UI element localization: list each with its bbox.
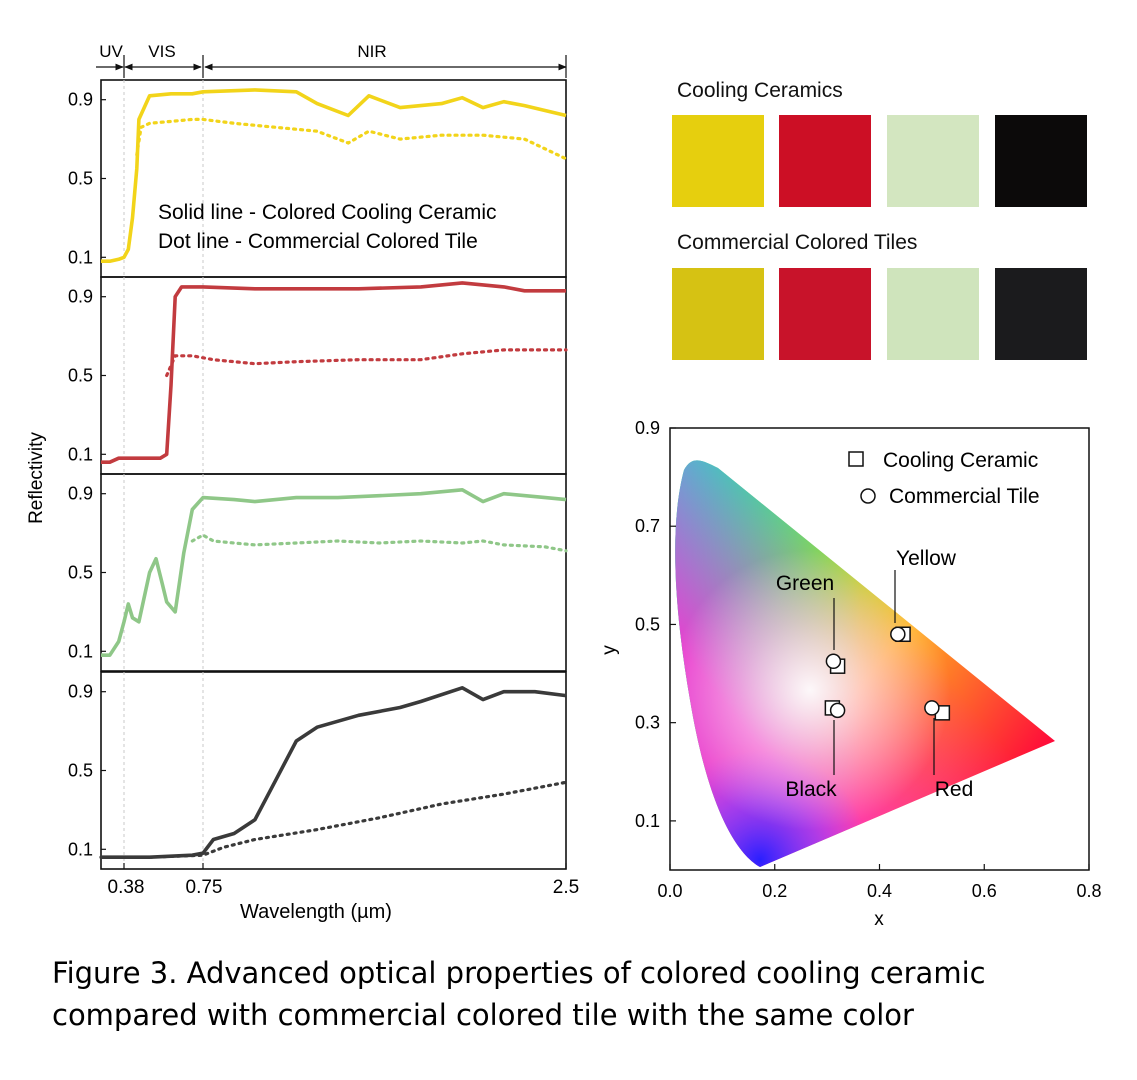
y-tick-label: 0.5	[68, 563, 93, 583]
cie-x-tick-label: 0.0	[657, 881, 682, 901]
reflectance-panel-black: 0.9 0.5 0.1	[68, 671, 568, 870]
x-tick-038: 0.38	[108, 877, 145, 898]
panel-frame	[100, 671, 567, 870]
cie-x-tick-label: 0.8	[1076, 881, 1101, 901]
cie-x-tick-label: 0.4	[867, 881, 892, 901]
solid-series-line	[101, 88, 567, 264]
annotation-black: Black	[785, 778, 837, 801]
cie-annotations: Yellow Green Red Black	[776, 547, 973, 801]
swatch-cooling-black	[995, 115, 1087, 207]
legend-commercial-tile: Commercial Tile	[889, 485, 1040, 508]
swatch-cooling-green	[887, 115, 979, 207]
wavelength-axis-label: Wavelength (µm)	[240, 901, 392, 923]
dotted-series-line	[99, 780, 568, 859]
y-tick-label: 0.1	[68, 839, 93, 859]
y-tick-label: 0.9	[68, 484, 93, 504]
cie-axes: 0.0 0.2 0.4 0.6 0.8 0.1 0.3 0.5 0.7 0.9	[635, 418, 1102, 901]
y-tick-label: 0.5	[68, 169, 93, 189]
cie-gamut	[675, 460, 1055, 867]
commercial-tile-point	[825, 653, 842, 670]
swatch-commercial-black	[995, 268, 1087, 360]
annotation-yellow: Yellow	[896, 547, 957, 570]
y-tick-label: 0.5	[68, 761, 93, 781]
reflectance-panels: 0.9 0.5 0.1 0.9 0.5 0.1 0.9 0.5 0.1 0.9 0.5 0.1	[68, 79, 568, 870]
swatch-commercial-red	[779, 268, 871, 360]
dotted-series-line	[190, 533, 568, 553]
legend-cooling-ceramic: Cooling Ceramic	[883, 449, 1038, 472]
y-tick-label: 0.9	[68, 682, 93, 702]
y-tick-label: 0.1	[68, 444, 93, 464]
y-tick-label: 0.1	[68, 247, 93, 267]
cie-y-tick-label: 0.7	[635, 516, 660, 536]
cie-y-tick-label: 0.1	[635, 811, 660, 831]
cie-y-axis-label: y	[599, 645, 620, 655]
reflectance-panel-yellow: 0.9 0.5 0.1	[68, 79, 568, 278]
caption-line-1: Figure 3. Advanced optical properties of…	[52, 956, 986, 990]
annotation-red: Red	[935, 778, 974, 801]
swatch-commercial-green	[887, 268, 979, 360]
region-label-nir: NIR	[357, 42, 386, 61]
cie-y-tick-label: 0.5	[635, 614, 660, 634]
cooling-ceramics-title: Cooling Ceramics	[677, 79, 843, 102]
legend-circle-marker	[860, 488, 876, 504]
cie-y-tick-label: 0.9	[635, 418, 660, 438]
cie-legend: Cooling Ceramic Commercial Tile	[848, 449, 1040, 508]
solid-series-line	[101, 281, 566, 465]
cie-chart: 0.0 0.2 0.4 0.6 0.8 0.1 0.3 0.5 0.7 0.9 x y Cooli…	[599, 418, 1102, 930]
reflectance-panel-red: 0.9 0.5 0.1	[68, 276, 568, 475]
cie-y-tick-label: 0.3	[635, 713, 660, 733]
commercial-tiles-title: Commercial Colored Tiles	[677, 231, 918, 254]
x-tick-075: 0.75	[186, 877, 223, 898]
region-label-vis: VIS	[148, 42, 175, 61]
x-tick-25: 2.5	[553, 877, 579, 898]
cie-x-tick-label: 0.2	[762, 881, 787, 901]
solid-series-line	[101, 685, 567, 860]
panel-frame	[100, 473, 567, 672]
reflectance-panel-green: 0.9 0.5 0.1	[68, 473, 568, 672]
legend-square-marker	[848, 451, 864, 467]
dotted-series-line	[135, 117, 568, 161]
swatch-cooling-red	[779, 115, 871, 207]
annotation-green: Green	[776, 572, 834, 595]
cie-x-axis-label: x	[874, 909, 884, 930]
figure-caption: Figure 3. Advanced optical properties of…	[52, 952, 1112, 1036]
commercial-tile-point	[890, 626, 906, 643]
commercial-tile-point	[924, 700, 940, 716]
commercial-tile-point	[829, 702, 846, 719]
legend-dot-line: Dot line - Commercial Colored Tile	[158, 230, 478, 253]
reflectivity-axis-label: Reflectivity	[26, 432, 47, 524]
region-label-uv: UV	[99, 42, 123, 61]
cie-x-tick-label: 0.6	[972, 881, 997, 901]
cie-points	[824, 626, 951, 721]
solid-series-line	[101, 487, 567, 658]
region-header: UV VIS NIR	[96, 42, 567, 78]
caption-line-2: compared with commercial colored tile wi…	[52, 998, 914, 1032]
swatch-cooling-yellow	[672, 115, 764, 207]
swatch-commercial-yellow	[672, 268, 764, 360]
y-tick-label: 0.9	[68, 90, 93, 110]
y-tick-label: 0.5	[68, 366, 93, 386]
legend-solid-line: Solid line - Colored Cooling Ceramic	[158, 201, 496, 224]
y-tick-label: 0.9	[68, 287, 93, 307]
y-tick-label: 0.1	[68, 641, 93, 661]
dotted-series-line	[165, 348, 568, 378]
figure-canvas: UV VIS NIR 0.90.50.10.90.50.10.90.50.10.…	[26, 42, 1102, 930]
